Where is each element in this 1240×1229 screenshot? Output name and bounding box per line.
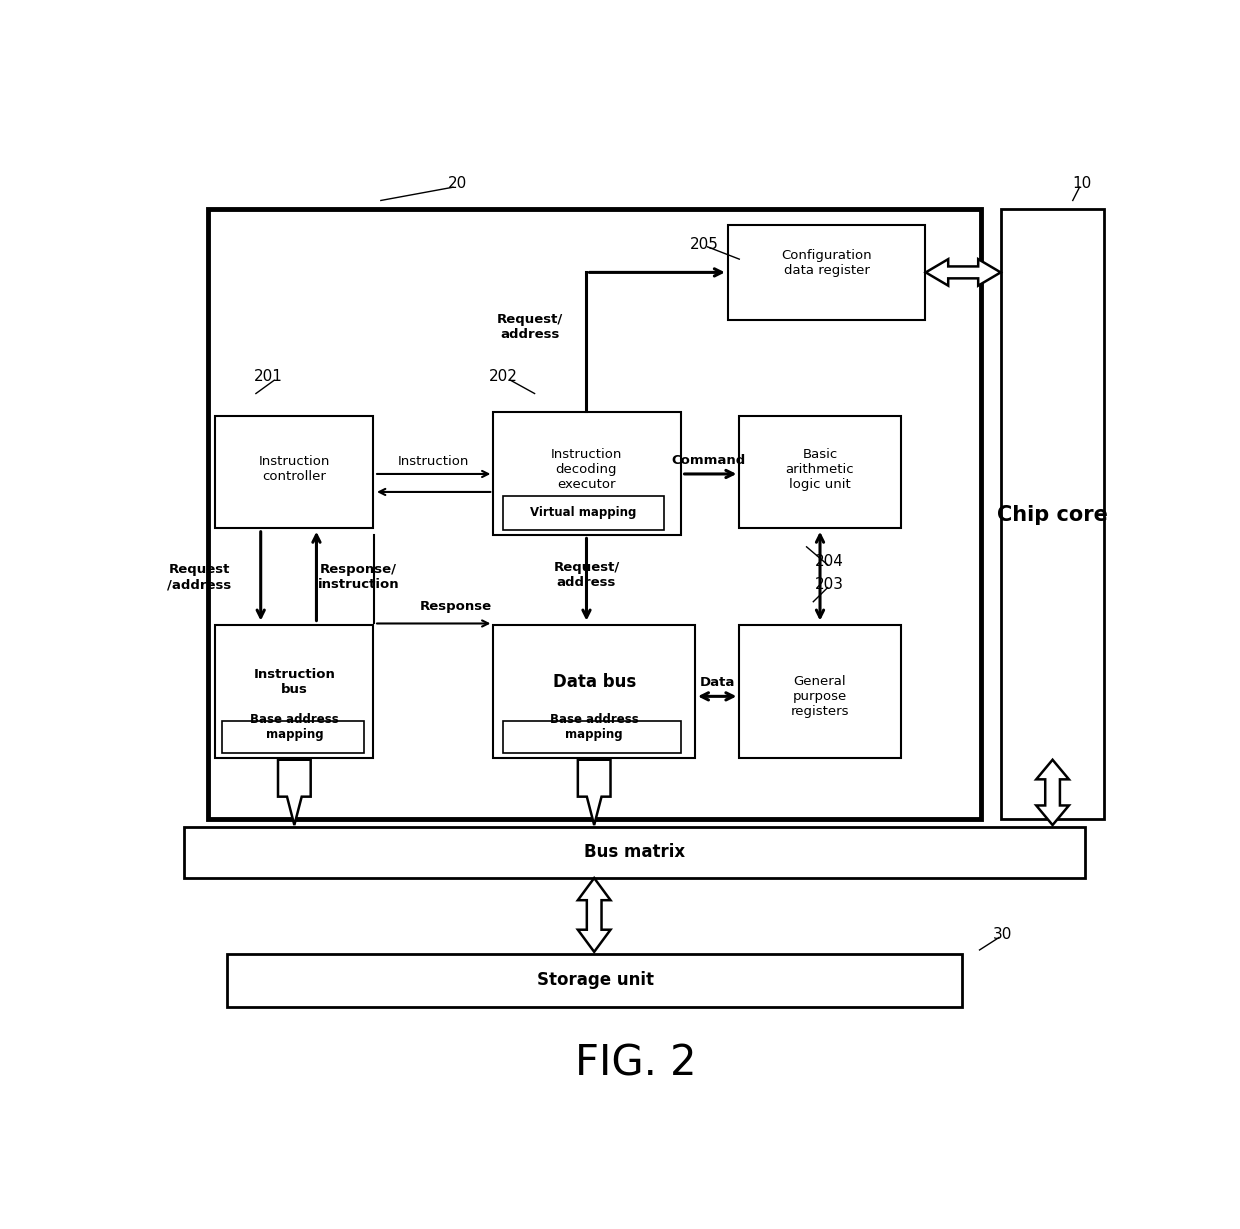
Text: Storage unit: Storage unit: [537, 971, 653, 989]
Bar: [728, 225, 925, 320]
Text: Instruction
bus: Instruction bus: [253, 669, 335, 696]
Polygon shape: [578, 760, 610, 825]
Text: Data: Data: [699, 676, 735, 688]
Bar: [215, 417, 373, 528]
Text: Instruction
controller: Instruction controller: [259, 455, 330, 483]
Polygon shape: [926, 259, 1001, 285]
Text: Virtual mapping: Virtual mapping: [531, 506, 637, 520]
Text: 203: 203: [815, 578, 844, 592]
Text: 202: 202: [489, 369, 517, 383]
Bar: [184, 827, 1085, 878]
Text: Bus matrix: Bus matrix: [584, 843, 686, 862]
Text: General
purpose
registers: General purpose registers: [791, 675, 849, 718]
Text: 30: 30: [993, 928, 1012, 943]
Bar: [739, 626, 900, 758]
Bar: [503, 495, 665, 530]
Text: 20: 20: [448, 176, 467, 190]
Text: Instruction
decoding
executor: Instruction decoding executor: [551, 447, 622, 490]
Text: Request
/address: Request /address: [167, 563, 232, 591]
Text: Instruction: Instruction: [398, 455, 470, 468]
Bar: [494, 626, 696, 758]
Text: Base address
mapping: Base address mapping: [549, 713, 639, 741]
Bar: [494, 413, 681, 536]
Text: Configuration
data register: Configuration data register: [781, 249, 872, 277]
Polygon shape: [1037, 760, 1069, 825]
Bar: [739, 417, 900, 528]
Text: Request/
address: Request/ address: [553, 562, 620, 589]
Bar: [503, 721, 681, 753]
Bar: [208, 209, 982, 820]
Text: FIG. 2: FIG. 2: [575, 1042, 696, 1084]
Text: Response/
instruction: Response/ instruction: [317, 563, 399, 591]
Bar: [215, 626, 373, 758]
Text: 201: 201: [254, 369, 283, 383]
Text: 204: 204: [815, 554, 844, 569]
Text: Basic
arithmetic
logic unit: Basic arithmetic logic unit: [786, 447, 854, 490]
Text: 205: 205: [691, 236, 719, 252]
Text: Base address
mapping: Base address mapping: [250, 713, 339, 741]
Bar: [227, 954, 962, 1007]
Bar: [222, 721, 365, 753]
Polygon shape: [278, 760, 311, 825]
Text: 10: 10: [1073, 176, 1092, 190]
Bar: [1001, 209, 1105, 820]
Text: Chip core: Chip core: [997, 505, 1109, 525]
Polygon shape: [578, 878, 610, 951]
Text: Response: Response: [419, 600, 491, 613]
Text: Data bus: Data bus: [553, 673, 636, 691]
Text: Command: Command: [671, 455, 745, 467]
Text: Request/
address: Request/ address: [497, 313, 563, 342]
